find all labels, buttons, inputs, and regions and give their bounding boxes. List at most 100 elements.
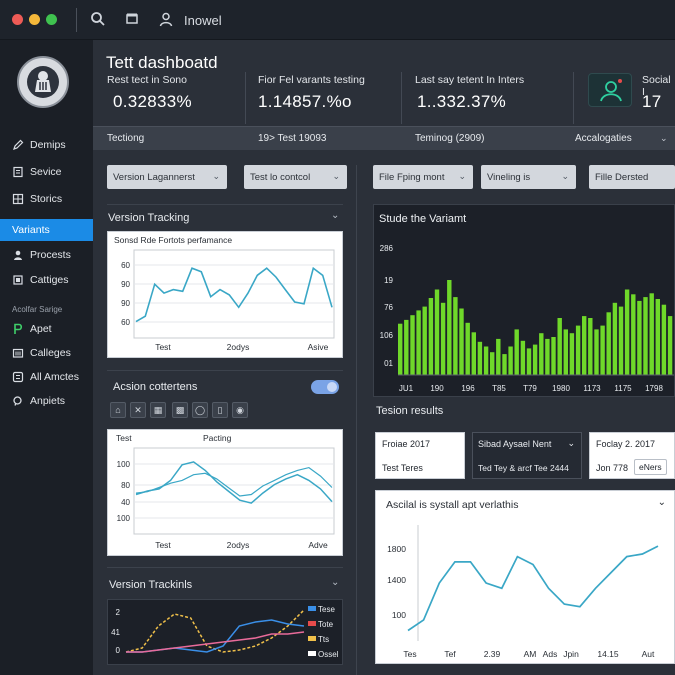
filter-dropdown-file-fping[interactable]: File Fping mont ⌄: [373, 165, 473, 189]
series-line: [135, 466, 333, 497]
kpi-label-3: Last say tetent In Inters: [415, 74, 525, 86]
chart-title: Stude the Variamt: [379, 213, 467, 225]
chart-subtitle: Pacting: [203, 433, 232, 443]
sidebar-item-storics[interactable]: Storics: [0, 188, 93, 210]
sidebar-section-label: Acolfar Sarige: [12, 305, 63, 314]
sidebar-item-variants[interactable]: Variants: [0, 219, 100, 241]
y-tick-label: 40: [121, 498, 130, 507]
window-title: Inowel: [184, 13, 222, 28]
x-tick-label: 190: [430, 384, 444, 393]
device-icon[interactable]: ▯: [212, 402, 228, 418]
sidebar-item-apet[interactable]: Apet: [0, 318, 93, 340]
bar: [398, 323, 403, 375]
bar: [539, 333, 544, 375]
filter-dropdown-vineling[interactable]: Vineling is ⌄: [481, 165, 576, 189]
bar: [667, 316, 673, 375]
sidebar-item-label: Anpiets: [30, 395, 66, 407]
kpi-value-2: 1.14857.%o: [258, 92, 352, 111]
result-card-2[interactable]: Sibad Aysael Nent ⌄ Ted Tey & arcf Tee 2…: [472, 432, 582, 479]
x-tick-label: Test: [155, 342, 171, 352]
series-line: [125, 609, 305, 653]
sidebar-item-cattiges[interactable]: Cattiges: [0, 269, 93, 291]
minimize-window-dot[interactable]: [29, 14, 40, 25]
bar: [496, 338, 501, 375]
card-line-1: Foclay 2. 2017: [596, 439, 656, 449]
kpi-label-4: Social I: [642, 74, 671, 98]
legend-label: Tote: [318, 620, 334, 629]
strip-item-1[interactable]: Tectiong: [107, 133, 145, 144]
grid-icon[interactable]: ▦: [150, 402, 166, 418]
bar: [575, 325, 581, 375]
y-tick-label: 1400: [387, 575, 406, 585]
window-icon[interactable]: [124, 11, 142, 29]
series-line: [126, 631, 305, 653]
filter-dropdown-control[interactable]: Test lo contcol ⌄: [244, 165, 347, 189]
sidebar-item-sevice[interactable]: Sevice: [0, 161, 93, 183]
chevron-down-icon[interactable]: ⌄: [657, 497, 666, 508]
strip-item-3[interactable]: Teminog (2909): [415, 133, 485, 144]
kpi-value-3: 1..332.37%: [417, 92, 507, 111]
y-tick-label: 90: [121, 299, 130, 308]
close-window-dot[interactable]: [12, 14, 23, 25]
result-card-1[interactable]: Froiae 2017 Test Teres: [375, 432, 465, 479]
bar-chart-variant: 286 19 76 106 01 JU1 190 196 T85 T79 1980 1173 1175 1…: [380, 244, 674, 393]
settings-icon[interactable]: ◉: [232, 402, 248, 418]
filter-dropdown-version[interactable]: Version Lagannerst ⌄: [107, 165, 227, 189]
bar: [563, 329, 568, 375]
tag-icon[interactable]: ◯: [192, 402, 208, 418]
y-tick-label: 19: [384, 276, 393, 285]
chevron-down-icon[interactable]: ⌄: [331, 210, 340, 221]
bar: [624, 289, 630, 375]
chart-title: Test: [116, 433, 132, 443]
sidebar-item-demips[interactable]: Demips: [0, 134, 93, 156]
sidebar-item-calleges[interactable]: Calleges: [0, 342, 93, 364]
chevron-down-icon: ⌄: [332, 171, 340, 181]
sidebar-item-label: Calleges: [30, 347, 71, 359]
tool-icon[interactable]: ✕: [130, 402, 146, 418]
sidebar-item-anpiets[interactable]: Anpiets: [0, 390, 93, 412]
strip-item-2[interactable]: 19> Test 19093: [258, 133, 327, 144]
home-icon[interactable]: ⌂: [110, 402, 126, 418]
bar: [655, 299, 660, 375]
page-title: Tett dashboatd: [106, 53, 218, 72]
bar: [532, 344, 538, 375]
x-tick-label: AM: [524, 649, 537, 659]
chart-title: Ascilal is systall apt verlathis: [386, 499, 519, 511]
x-tick-label: Jpin: [563, 649, 579, 659]
x-tick-label: 14.15: [597, 649, 619, 659]
filter-dropdown-fille-dersted[interactable]: Fille Dersted: [589, 165, 675, 189]
result-card-3[interactable]: Foclay 2. 2017 Jon 778 eNers: [589, 432, 675, 479]
x-tick-label: T85: [492, 384, 506, 393]
filter-value: Fille Dersted: [595, 171, 649, 183]
bar: [588, 318, 593, 375]
legend-swatch: [308, 621, 316, 626]
sidebar-item-procests[interactable]: Procests: [0, 244, 93, 266]
y-tick-label: 2: [116, 608, 121, 617]
y-tick-label: 0: [116, 646, 121, 655]
bar: [440, 302, 446, 375]
line-chart-performance: 60 90 90 60 Test 2odys Asive: [121, 249, 335, 352]
sidebar-item-all-amctes[interactable]: All Amctes: [0, 366, 93, 388]
chevron-down-icon[interactable]: ⌄: [660, 133, 668, 143]
section-title-tesion-results: Tesion results: [376, 405, 444, 417]
search-icon[interactable]: [90, 11, 108, 29]
y-tick-label: 286: [380, 244, 394, 253]
user-icon[interactable]: [158, 11, 176, 29]
section-divider: [107, 204, 343, 205]
line-chart-trackinls: 2 41 0 Tese Tote Tts Ossel: [111, 605, 339, 659]
titlebar-divider: [76, 8, 77, 32]
bar: [557, 318, 562, 375]
section-toggle[interactable]: [311, 380, 339, 394]
section-title-version-trackinls: Version Trackinls: [109, 579, 193, 591]
chart-icon[interactable]: ▩: [172, 402, 188, 418]
maximize-window-dot[interactable]: [46, 14, 57, 25]
plot-frame: [133, 249, 335, 339]
bar: [477, 341, 483, 376]
chart-title: Sonsd Rde Fortots perfamance: [114, 235, 233, 245]
strip-item-4[interactable]: Accalogaties: [575, 133, 632, 144]
bar: [416, 310, 421, 375]
sidebar: Demips Sevice Storics Variants Procests …: [0, 40, 100, 675]
bar: [606, 312, 611, 375]
chevron-down-icon[interactable]: ⌄: [331, 577, 340, 588]
card-line-2: Test Teres: [382, 463, 423, 473]
